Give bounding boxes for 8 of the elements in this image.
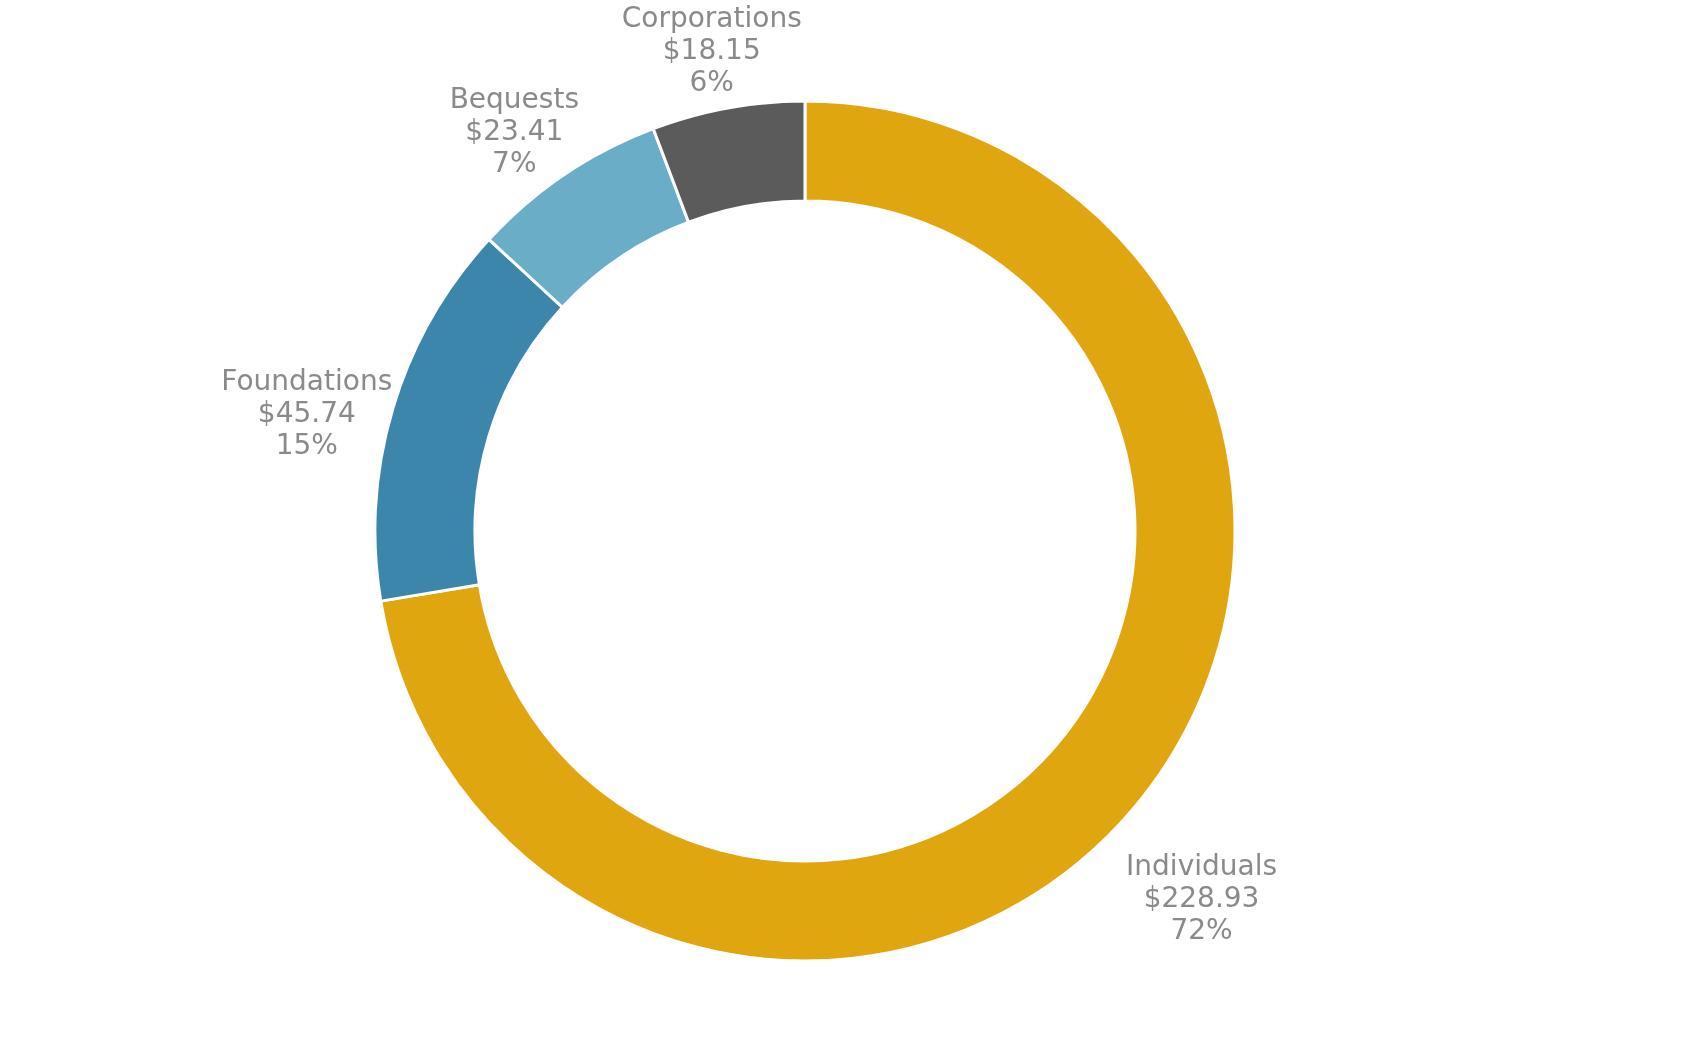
slice-label: Individuals (1126, 849, 1278, 883)
data-label: $45.74 15% (257, 395, 356, 461)
slice-label: Corporations (621, 1, 802, 35)
slice-label: Foundations (221, 363, 393, 397)
slice-label: Bequests (449, 81, 579, 115)
data-label: $228.93 72% (1143, 881, 1260, 947)
data-label: $23.41 7% (465, 113, 564, 179)
data-label: $18.15 6% (662, 33, 761, 99)
